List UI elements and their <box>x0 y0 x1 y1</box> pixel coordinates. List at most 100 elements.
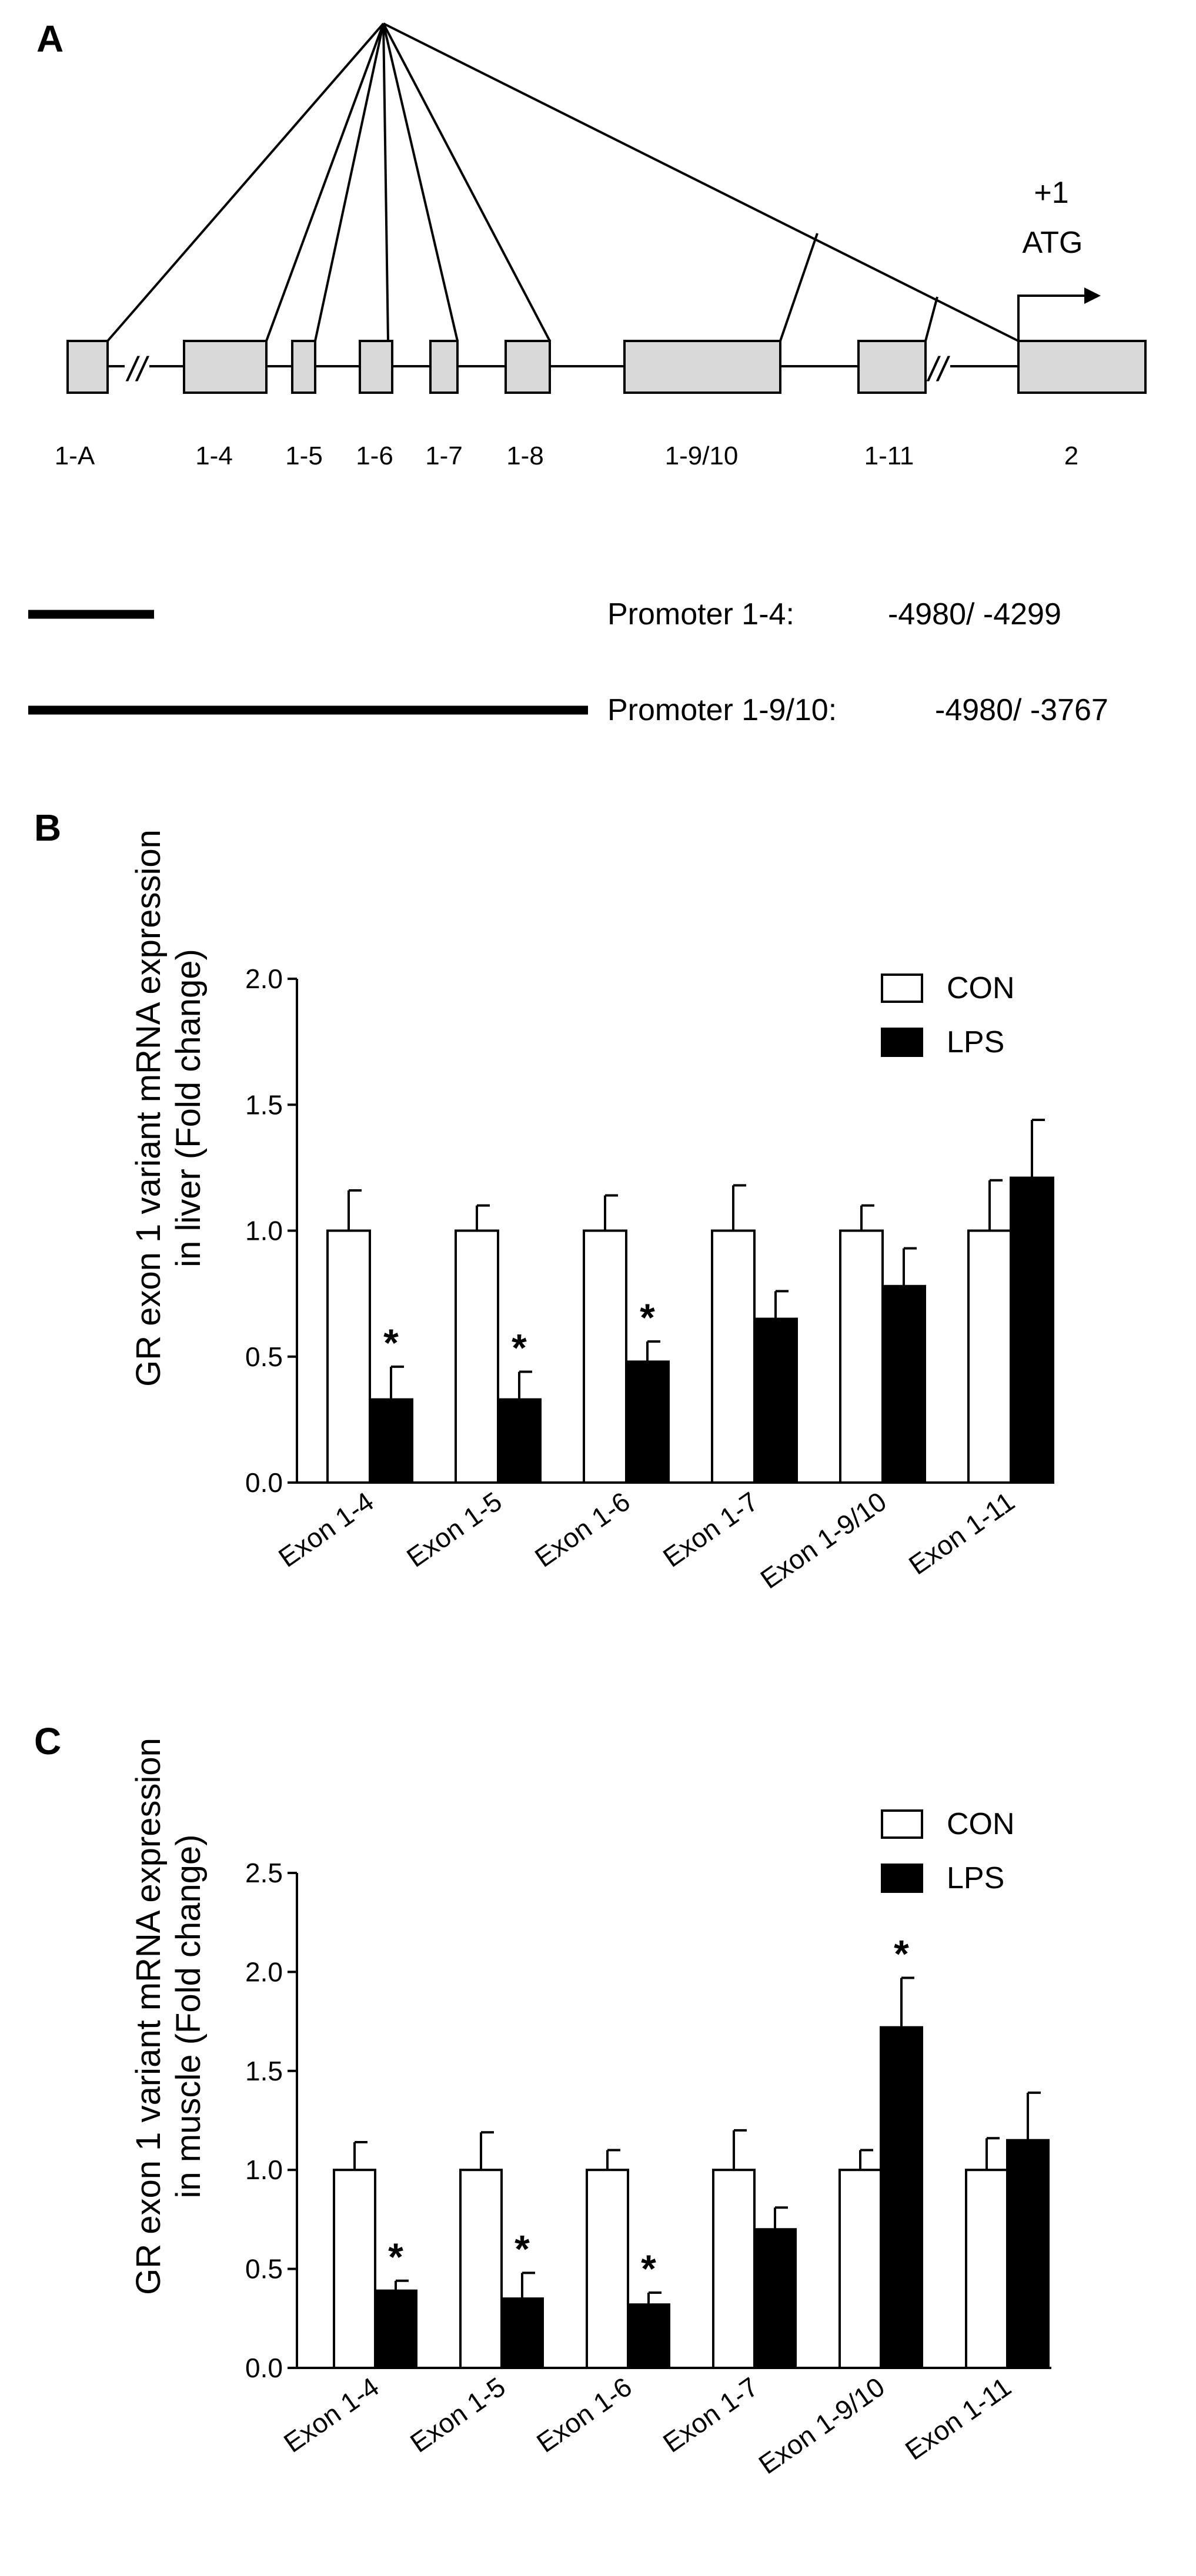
exon-label-1-8: 1-8 <box>506 441 544 470</box>
bar-con <box>586 2169 629 2369</box>
y-tick-label: 0.5 <box>245 1341 283 1372</box>
start-arrow <box>1017 295 1087 341</box>
y-tick-label: 0.0 <box>245 2353 283 2383</box>
break-mark-1: // <box>125 350 150 389</box>
bar-lps <box>369 1398 413 1484</box>
bar-con <box>712 2169 756 2369</box>
panel-letter-c: C <box>34 1720 61 1762</box>
exon-label-1-11: 1-11 <box>864 441 914 470</box>
y-tick-label: 2.5 <box>245 1858 283 1888</box>
y-tick-label: 2.0 <box>245 964 283 994</box>
bar-lps <box>753 2228 797 2369</box>
y-tick-label: 2.0 <box>245 1956 283 1987</box>
exon-label-1-6: 1-6 <box>356 441 393 470</box>
bar-lps <box>753 1317 798 1484</box>
legend-swatch-con <box>881 1809 923 1839</box>
y-tick-label: 1.5 <box>245 2056 283 2086</box>
bar-lps <box>627 2303 670 2370</box>
legend-swatch-lps <box>881 1864 923 1893</box>
y-tick-label: 0.0 <box>245 1467 283 1498</box>
exon-box-1-11 <box>857 340 927 394</box>
exon-label-2: 2 <box>1064 441 1078 470</box>
exon-label-1-7: 1-7 <box>425 441 463 470</box>
y-axis-title-line-1: GR exon 1 variant mRNA expression <box>129 1738 168 2295</box>
exon-box-1-7 <box>429 340 459 394</box>
bar-lps <box>497 1398 542 1484</box>
exon-label-1-9-10: 1-9/10 <box>665 441 739 470</box>
significance-marker: * <box>388 2235 403 2279</box>
x-category-label: Exon 1-11 <box>903 1486 1020 1581</box>
x-category-label: Exon 1-9/10 <box>755 1486 892 1595</box>
bar-lps <box>880 2026 923 2370</box>
liver-bar-chart: 0.0 0.5 1.0 1.5 2.0 GR exon 1 variant mRNA ex… <box>129 829 1054 1595</box>
y-tick-label: 1.0 <box>245 1216 283 1246</box>
exon-label-1-5: 1-5 <box>285 441 323 470</box>
bar-con <box>839 1229 884 1484</box>
arrow-label-plus1: +1 <box>1034 176 1068 210</box>
promoter-1-9-10-label: Promoter 1-9/10: <box>607 693 837 727</box>
exon-box-1-4 <box>183 340 268 394</box>
bar-con <box>965 2169 1008 2369</box>
y-tick-label: 0.5 <box>245 2254 283 2284</box>
arrow-label-atg: ATG <box>1022 226 1083 260</box>
exon-box-2 <box>1017 340 1147 394</box>
legend-label-lps: LPS <box>947 1025 1004 1059</box>
panel-letter-a: A <box>36 18 64 60</box>
y-axis-title-line-1: GR exon 1 variant mRNA expression <box>129 829 168 1387</box>
x-category-label: Exon 1-9/10 <box>753 2371 890 2480</box>
bar-con <box>838 2169 882 2369</box>
exon-label-1a: 1-A <box>55 441 95 470</box>
bar-lps <box>500 2297 544 2370</box>
significance-marker: * <box>641 2247 656 2290</box>
start-arrow-head <box>1084 287 1101 304</box>
legend-swatch-con <box>881 973 923 1003</box>
x-category-label: Exon 1-4 <box>278 2371 385 2458</box>
panel-letter-b: B <box>34 807 61 849</box>
y-axis-title-line-2: in liver (Fold change) <box>169 949 208 1267</box>
y-tick-label: 1.5 <box>245 1089 283 1120</box>
promoter-1-9-10-range: -4980/ -3767 <box>935 693 1108 727</box>
bar-lps <box>625 1360 670 1484</box>
legend-swatch-lps <box>881 1028 923 1057</box>
bar-con <box>326 1229 371 1484</box>
significance-marker: * <box>383 1321 399 1364</box>
legend-label-lps: LPS <box>947 1861 1004 1895</box>
x-category-label: Exon 1-5 <box>401 1486 507 1573</box>
bar-lps <box>1006 2139 1050 2369</box>
x-category-label: Exon 1-11 <box>900 2371 1017 2466</box>
y-tick-label: 1.0 <box>245 2155 283 2185</box>
x-category-label: Exon 1-7 <box>657 1486 764 1573</box>
bar-con <box>583 1229 627 1484</box>
bar-lps <box>881 1284 926 1484</box>
splice-lines <box>106 22 1019 342</box>
significance-marker: * <box>515 2227 530 2270</box>
y-axis-title-line-2: in muscle (Fold change) <box>169 1835 208 2199</box>
promoter-1-4-range: -4980/ -4299 <box>888 597 1061 631</box>
exon-box-1-6 <box>359 340 393 394</box>
bar-con <box>455 1229 499 1484</box>
bar-con <box>967 1229 1012 1484</box>
bar-con <box>459 2169 503 2369</box>
bar-lps <box>1010 1176 1054 1484</box>
legend-label-con: CON <box>947 1807 1015 1841</box>
x-category-label: Exon 1-4 <box>273 1486 379 1573</box>
exon-box-1-5 <box>291 340 316 394</box>
promoter-1-4-label: Promoter 1-4: <box>607 597 794 631</box>
exon-label-1-4: 1-4 <box>195 441 233 470</box>
bar-lps <box>374 2289 417 2369</box>
x-category-label: Exon 1-6 <box>531 2371 637 2458</box>
exon-box-1a <box>66 340 109 394</box>
break-mark-2: // <box>926 350 951 389</box>
exon-box-1-9-10 <box>623 340 781 394</box>
muscle-bar-chart: 0.0 0.5 1.0 1.5 2.0 2.5 GR exon 1 variant mRNA… <box>129 1738 1051 2480</box>
significance-marker: * <box>640 1296 655 1339</box>
significance-marker: * <box>512 1326 527 1369</box>
x-category-label: Exon 1-5 <box>405 2371 511 2458</box>
gene-structure-diagram: // // +1 ATG 1-A 1-4 1-5 1-6 1-7 1-8 <box>28 22 1147 727</box>
legend-label-con: CON <box>947 971 1015 1005</box>
x-category-label: Exon 1-6 <box>529 1486 636 1573</box>
bar-con <box>333 2169 376 2369</box>
significance-marker: * <box>894 1932 909 1976</box>
bar-con <box>711 1229 756 1484</box>
